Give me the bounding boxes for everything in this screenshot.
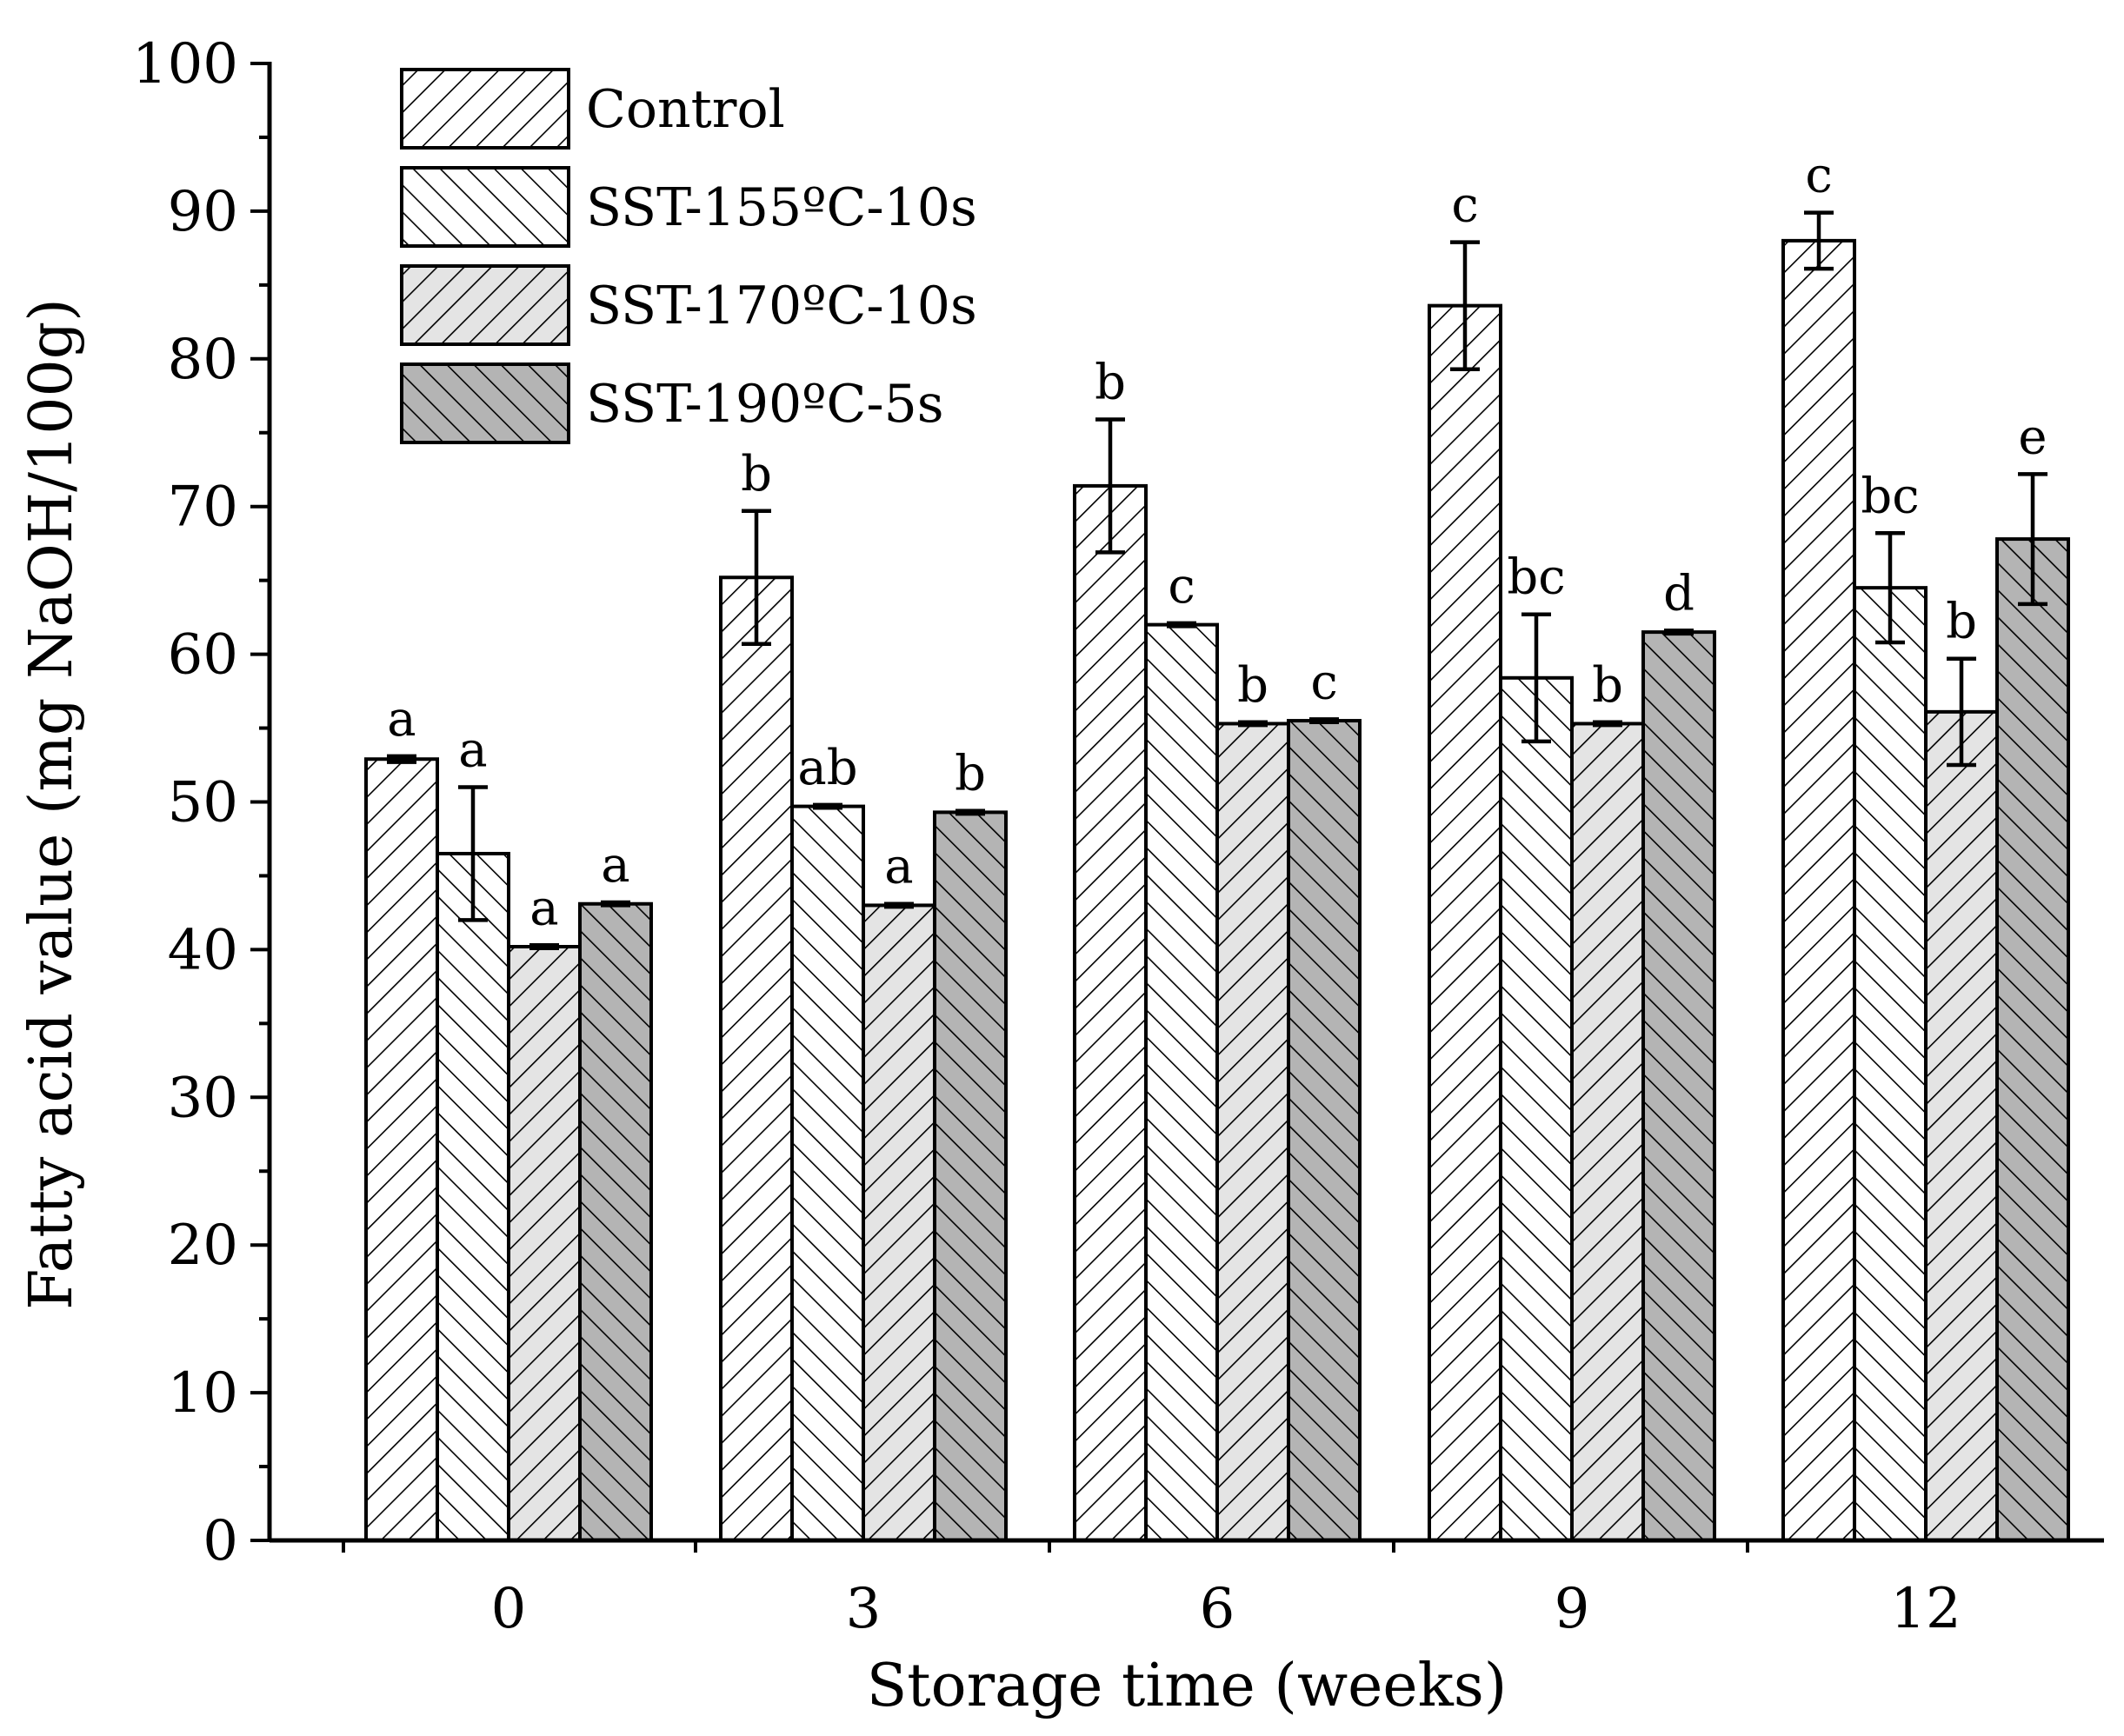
y-tick-label-1: 10	[168, 1361, 238, 1426]
bar-3-0	[578, 901, 653, 1542]
y-tick-label-2: 20	[168, 1214, 238, 1278]
significance-letter-0-0: a	[387, 691, 416, 748]
significance-letter-0-2: b	[1095, 354, 1126, 410]
x-tick-label-3: 9	[1555, 1577, 1590, 1641]
significance-letter-0-1: b	[741, 446, 772, 502]
y-tick-label-7: 70	[168, 476, 238, 540]
significance-letter-3-4: e	[2018, 409, 2047, 465]
significance-letter-0-4: c	[1805, 148, 1832, 204]
significance-letter-1-2: c	[1168, 558, 1195, 615]
significance-letter-1-4: bc	[1861, 468, 1919, 524]
x-tick-label-0: 0	[491, 1577, 527, 1641]
bar-1-1	[790, 804, 865, 1542]
y-axis-title: Fatty acid value (mg NaOH/100g)	[17, 298, 86, 1310]
significance-letter-3-3: d	[1663, 565, 1695, 622]
y-tick-label-9: 90	[168, 180, 238, 244]
y-tick-label-4: 40	[168, 918, 238, 982]
bar-1-3	[1499, 675, 1574, 1542]
legend-swatch-1	[400, 166, 570, 248]
y-tick-label-0: 0	[203, 1509, 238, 1573]
legend-label-0: Control	[586, 79, 785, 140]
y-tick-label-3: 30	[168, 1066, 238, 1130]
bar-0-2	[1073, 483, 1148, 1543]
bar-1-2	[1144, 622, 1219, 1542]
bar-2-1	[862, 903, 936, 1543]
significance-letter-2-1: a	[884, 839, 913, 895]
legend-label-2: SST-170ºC-10s	[586, 276, 977, 336]
legend-label-1: SST-155ºC-10s	[586, 177, 977, 238]
legend-swatch-3	[400, 362, 570, 444]
x-tick-label-2: 6	[1200, 1577, 1235, 1641]
bar-3-4	[1995, 537, 2070, 1542]
significance-letter-3-2: c	[1310, 654, 1337, 710]
bar-0-0	[364, 757, 439, 1542]
bar-2-4	[1924, 709, 1999, 1542]
legend-swatch-0	[400, 68, 570, 150]
y-tick-label-6: 60	[168, 623, 238, 688]
bar-3-3	[1641, 630, 1716, 1542]
x-axis-title: Storage time (weeks)	[867, 1652, 1508, 1720]
significance-letter-3-0: a	[601, 837, 629, 894]
bar-3-2	[1287, 719, 1362, 1542]
significance-letter-2-3: b	[1592, 657, 1623, 714]
bar-2-0	[507, 945, 582, 1542]
significance-letter-2-0: a	[529, 880, 558, 936]
significance-letter-2-4: b	[1946, 594, 1977, 650]
bar-2-3	[1570, 722, 1645, 1542]
x-tick-label-1: 3	[846, 1577, 882, 1641]
legend-swatch-2	[400, 264, 570, 346]
y-tick-label-10: 100	[132, 32, 238, 96]
significance-letter-1-1: ab	[797, 740, 857, 796]
y-tick-label-5: 50	[168, 771, 238, 835]
bar-0-4	[1781, 238, 1856, 1542]
bar-2-2	[1215, 722, 1290, 1542]
significance-letter-3-1: b	[955, 746, 986, 802]
legend: Control SST-155ºC-10s SST-170ºC-10s SST-190…	[400, 68, 977, 444]
significance-letter-1-0: a	[458, 722, 487, 779]
bar-1-4	[1853, 586, 1928, 1542]
bar-1-0	[436, 851, 510, 1542]
bar-0-3	[1428, 303, 1502, 1542]
bar-0-1	[719, 575, 794, 1543]
legend-label-3: SST-190ºC-5s	[586, 374, 944, 435]
bar-3-1	[933, 810, 1008, 1542]
significance-letter-2-2: b	[1237, 657, 1268, 714]
x-tick-label-4: 12	[1890, 1577, 1961, 1641]
y-tick-label-8: 80	[168, 328, 238, 392]
significance-letter-1-3: bc	[1507, 549, 1565, 606]
significance-letter-0-3: c	[1451, 177, 1478, 234]
